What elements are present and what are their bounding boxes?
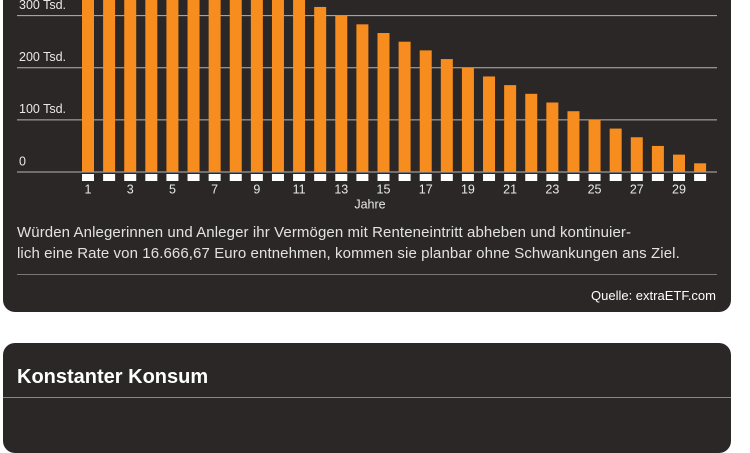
x-tick-label: 11	[293, 182, 306, 196]
x-tick	[588, 174, 601, 181]
y-tick-label: 300 Tsd.	[19, 0, 66, 12]
x-tick-label: 29	[672, 182, 686, 196]
bar	[609, 128, 622, 172]
bar	[694, 163, 707, 172]
x-tick	[567, 174, 580, 181]
x-tick-label: 3	[127, 182, 134, 196]
x-tick-label: 5	[169, 182, 176, 196]
bar	[82, 0, 94, 172]
bar	[630, 137, 643, 172]
bar	[525, 93, 538, 172]
x-tick	[377, 174, 390, 181]
page: {"chart_data": {"type": "bar", "categori…	[3, 0, 731, 453]
bar	[208, 0, 221, 172]
bar	[504, 85, 517, 172]
x-tick	[293, 174, 306, 181]
section-card	[3, 343, 731, 453]
bar	[229, 0, 242, 172]
x-tick	[525, 174, 538, 181]
caption-line: lich eine Rate von 16.666,67 Euro entneh…	[17, 245, 680, 262]
x-tick	[229, 174, 242, 181]
bar	[187, 0, 200, 173]
x-tick	[440, 174, 453, 181]
bar	[546, 102, 559, 172]
x-tick	[672, 174, 685, 181]
bar	[651, 145, 664, 172]
x-tick	[630, 174, 643, 181]
bar	[419, 50, 432, 173]
bar	[293, 0, 306, 172]
x-tick	[335, 174, 348, 181]
bar	[166, 0, 179, 172]
bar	[440, 59, 453, 172]
x-tick	[166, 174, 179, 181]
bar	[145, 0, 158, 172]
x-tick	[546, 174, 559, 181]
x-tick-label: 25	[588, 182, 602, 196]
x-tick	[461, 174, 474, 181]
bar	[567, 111, 580, 172]
x-tick	[694, 174, 707, 181]
bar	[103, 0, 116, 172]
bar	[314, 6, 327, 172]
x-tick-label: 9	[253, 182, 260, 196]
x-tick	[356, 174, 369, 181]
y-tick-label: 0	[19, 154, 26, 168]
bar	[483, 76, 496, 172]
source: Quelle: extraETF.com	[591, 288, 716, 303]
x-tick-label: 21	[503, 182, 517, 196]
x-tick	[103, 174, 116, 181]
x-tick	[419, 174, 432, 181]
separator	[3, 397, 731, 398]
x-tick-label: 17	[419, 182, 433, 196]
bar	[271, 0, 284, 172]
bar	[250, 0, 263, 173]
x-tick-label: 23	[545, 182, 559, 196]
x-tick	[187, 174, 200, 181]
x-tick-label: 27	[630, 182, 644, 196]
x-tick	[124, 174, 137, 181]
y-tick-label: 100 Tsd.	[19, 102, 66, 116]
x-tick	[314, 174, 327, 181]
x-tick	[651, 174, 664, 181]
separator	[17, 274, 717, 275]
section-title: Konstanter Konsum	[17, 366, 209, 388]
x-tick-label: 13	[334, 182, 348, 196]
bar	[588, 119, 601, 172]
bar	[377, 33, 390, 172]
x-tick	[208, 174, 221, 181]
bar	[335, 15, 348, 172]
x-axis-title: Jahre	[354, 197, 385, 211]
x-tick-label: 19	[461, 182, 475, 196]
x-tick-label: 15	[377, 182, 391, 196]
bar	[672, 154, 685, 172]
x-tick	[271, 174, 284, 181]
x-tick	[82, 174, 94, 181]
bar	[124, 0, 137, 173]
bar	[356, 24, 369, 172]
bar	[398, 41, 411, 173]
x-tick	[504, 174, 517, 181]
x-tick	[145, 174, 158, 181]
x-tick	[483, 174, 496, 181]
x-tick-label: 7	[211, 182, 218, 196]
caption-line: Würden Anlegerinnen und Anleger ihr Verm…	[17, 224, 632, 241]
x-tick	[609, 174, 622, 181]
x-tick	[398, 174, 411, 181]
x-tick	[250, 174, 263, 181]
x-tick-label: 1	[85, 182, 92, 196]
bar	[461, 67, 474, 172]
y-tick-label: 200 Tsd.	[19, 50, 66, 64]
